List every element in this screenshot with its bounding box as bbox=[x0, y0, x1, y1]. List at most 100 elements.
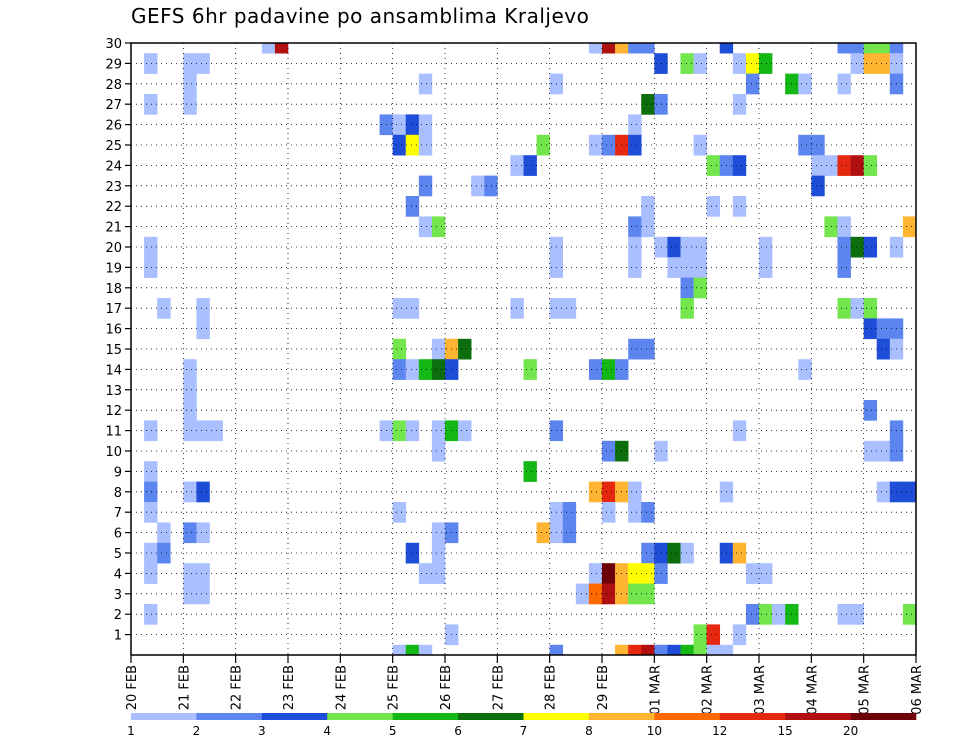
heatmap-cell bbox=[418, 114, 433, 136]
y-tick-label: 13 bbox=[105, 384, 122, 399]
heatmap-cell bbox=[863, 318, 878, 340]
x-tick-label: 20 FEB bbox=[125, 665, 140, 710]
heatmap-cell bbox=[837, 298, 851, 319]
heatmap-cell bbox=[418, 359, 433, 380]
heatmap-cell bbox=[745, 563, 760, 584]
heatmap-cell bbox=[902, 216, 917, 238]
colorbar-swatch bbox=[131, 713, 197, 720]
heatmap-cell bbox=[602, 440, 616, 462]
x-tick-label: 22 FEB bbox=[230, 665, 245, 710]
heatmap-cell bbox=[641, 94, 655, 115]
heatmap-cell bbox=[523, 155, 537, 176]
heatmap-cell bbox=[602, 43, 616, 54]
heatmap-cell bbox=[144, 563, 158, 584]
heatmap-cell bbox=[431, 542, 446, 564]
heatmap-cell bbox=[458, 420, 472, 442]
heatmap-cell bbox=[418, 563, 433, 584]
heatmap-cell bbox=[418, 73, 433, 95]
y-tick-label: 26 bbox=[105, 119, 122, 134]
heatmap-cell bbox=[902, 481, 917, 503]
heatmap-cell bbox=[144, 53, 158, 74]
heatmap-cell bbox=[575, 583, 590, 605]
heatmap-cell bbox=[876, 481, 891, 503]
chart-title: GEFS 6hr padavine po ansamblima Kraljevo bbox=[131, 4, 590, 28]
heatmap-cell bbox=[431, 522, 446, 544]
heatmap-cell bbox=[680, 644, 694, 656]
colorbar-label: 2 bbox=[193, 724, 201, 738]
heatmap-cell bbox=[811, 155, 825, 176]
heatmap-cell bbox=[471, 175, 485, 197]
heatmap-cell bbox=[196, 420, 210, 442]
heatmap-cell bbox=[431, 338, 446, 360]
colorbar-swatch bbox=[850, 713, 917, 720]
colorbar-label: 8 bbox=[585, 724, 593, 738]
heatmap-cell bbox=[523, 359, 537, 380]
heatmap-cell bbox=[798, 134, 812, 156]
heatmap-cell bbox=[641, 542, 655, 564]
heatmap-cell bbox=[641, 644, 655, 656]
heatmap-cell bbox=[732, 94, 747, 115]
heatmap-cell bbox=[706, 155, 721, 176]
heatmap-cell bbox=[850, 53, 864, 74]
heatmap-cell bbox=[850, 604, 864, 625]
heatmap-cell bbox=[588, 583, 603, 605]
heatmap-cell bbox=[602, 134, 616, 156]
x-tick-label: 02 MAR bbox=[701, 665, 716, 715]
heatmap-cell bbox=[157, 522, 171, 544]
heatmap-cell bbox=[641, 196, 655, 217]
y-tick-label: 28 bbox=[105, 78, 122, 93]
heatmap-cell bbox=[719, 644, 734, 656]
y-axis: 1234567891011121314151617181920212223242… bbox=[105, 37, 131, 644]
heatmap-cell bbox=[144, 94, 158, 115]
heatmap-cell bbox=[418, 175, 433, 197]
colorbar-label: 12 bbox=[712, 724, 727, 738]
heatmap-cell bbox=[628, 644, 642, 656]
heatmap-cell bbox=[680, 277, 694, 299]
heatmap-cell bbox=[628, 236, 642, 258]
x-tick-label: 28 FEB bbox=[544, 665, 559, 710]
heatmap-cell bbox=[837, 43, 851, 54]
heatmap-cell bbox=[392, 502, 407, 523]
heatmap-cell bbox=[392, 114, 407, 136]
colorbar-label: 20 bbox=[843, 724, 858, 738]
heatmap-cell bbox=[392, 420, 407, 442]
heatmap-cell bbox=[628, 257, 642, 278]
heatmap-cell bbox=[615, 43, 629, 54]
heatmap-cell bbox=[732, 53, 747, 74]
heatmap-cell bbox=[144, 481, 158, 503]
heatmap-cell bbox=[392, 359, 407, 380]
y-tick-label: 16 bbox=[105, 323, 122, 338]
heatmap-cell bbox=[392, 338, 407, 360]
heatmap-cell bbox=[706, 196, 721, 217]
heatmap-cell bbox=[392, 134, 407, 156]
heatmap-cell bbox=[680, 298, 694, 319]
heatmap-cell bbox=[196, 563, 210, 584]
heatmap-cell bbox=[693, 134, 707, 156]
heatmap-cell bbox=[667, 644, 681, 656]
heatmap-cell bbox=[183, 359, 197, 380]
heatmap-cell bbox=[562, 502, 577, 523]
heatmap-cell bbox=[719, 43, 734, 54]
heatmap-cell bbox=[745, 53, 760, 74]
heatmap-cell bbox=[602, 481, 616, 503]
heatmap-cell bbox=[693, 624, 707, 646]
heatmap-cell bbox=[183, 379, 197, 401]
heatmap-cell bbox=[405, 420, 420, 442]
x-axis: 20 FEB 21 FEB 22 FEB 23 FEB 24 FEB 25 FEB 26 F… bbox=[125, 655, 925, 715]
heatmap-cell bbox=[602, 583, 616, 605]
heatmap-cell bbox=[418, 134, 433, 156]
heatmap-cell bbox=[732, 624, 747, 646]
heatmap-cell bbox=[850, 43, 864, 54]
colorbar-label: 5 bbox=[389, 724, 397, 738]
y-tick-label: 18 bbox=[105, 282, 122, 297]
heatmap-cell bbox=[706, 624, 721, 646]
y-tick-label: 2 bbox=[114, 608, 122, 623]
colorbar-swatch bbox=[523, 713, 590, 720]
heatmap-cell bbox=[562, 298, 577, 319]
heatmap-cell bbox=[628, 563, 642, 584]
y-tick-label: 8 bbox=[114, 486, 122, 501]
heatmap-cell bbox=[418, 216, 433, 238]
colorbar-legend: 1 2 3 4 5 6 7 8 10 12 15 20 bbox=[127, 713, 917, 738]
heatmap-cell bbox=[144, 420, 158, 442]
y-tick-label: 29 bbox=[105, 57, 122, 72]
